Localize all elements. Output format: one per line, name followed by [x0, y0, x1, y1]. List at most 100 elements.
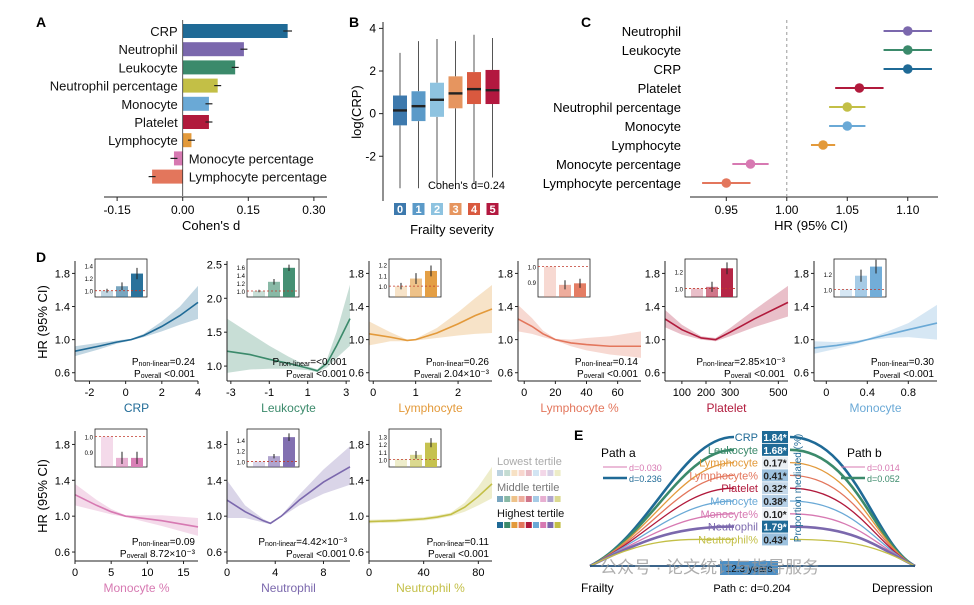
y-tick-label: 1.4 — [498, 302, 513, 314]
hr-curve — [368, 308, 493, 342]
forest-label-platelet: Platelet — [638, 81, 682, 96]
tertile-legend-swatch — [518, 470, 525, 476]
bar-leukocyte — [182, 60, 236, 75]
p-nonlinear: Pnon-linear=<0.001 — [272, 357, 347, 368]
x-tick-label: -1 — [264, 387, 274, 399]
y-tick-label: 1.8 — [498, 268, 513, 280]
tertile-bar — [544, 266, 556, 297]
x-tick-label: 0.15 — [237, 203, 261, 217]
category-label-monocyte: Monocyte — [121, 97, 177, 112]
tertile-legend-swatch — [504, 522, 511, 528]
category-label-lymphocyte-percentage: Lymphocyte percentage — [189, 170, 327, 185]
panel-label-b: B — [349, 14, 359, 30]
y-tick-label: 0.6 — [794, 368, 809, 380]
x-tick-label: 0.4 — [860, 387, 875, 399]
y-tick-label: 1.5 — [207, 327, 222, 339]
ci-band — [518, 304, 641, 358]
x-tick-label: 60 — [612, 387, 624, 399]
forest-label-neutrophil: Neutrophil — [622, 24, 681, 39]
tertile-legend-swatch — [525, 496, 532, 502]
tertile-inset: 1.0 1.2 1.4 — [237, 428, 300, 468]
p-nonlinear: Pnon-linear=0.14 — [575, 357, 639, 368]
proportion-axis-label: Proportion mediated (%) — [793, 434, 804, 542]
tertile-bar — [395, 286, 407, 297]
tertile-legend-swatch — [525, 470, 532, 476]
inset-tick-label: 0.9 — [528, 281, 537, 287]
hr-curve — [74, 493, 199, 528]
category-label-leukocyte: Leukocyte — [118, 60, 177, 75]
severity-chip — [486, 203, 499, 215]
panel-c: Neutrophil Leukocyte CRP Platelet Neutrophil… — [543, 20, 938, 233]
tertile-legend-swatch — [547, 496, 554, 502]
tertile-bar — [101, 436, 113, 467]
hr-curve — [813, 322, 938, 349]
tertile-bar — [131, 273, 143, 297]
p-overall: Poverall <0.001 — [286, 549, 347, 560]
proportion-value: 1.79* — [763, 523, 786, 534]
path-b-neutrophil — [789, 538, 916, 567]
x-axis-label: Neutrophil % — [396, 581, 465, 595]
inset-tick-label: 1.0 — [85, 436, 94, 442]
p-nonlinear: Pnon-linear=2.85×10⁻³ — [696, 357, 785, 368]
tertile-legend-swatch — [518, 522, 525, 528]
box-severity-5 — [485, 69, 500, 105]
inset-tick-label: 1.0 — [675, 288, 684, 294]
x-tick-label: 0 — [366, 567, 372, 579]
proportion-cell — [762, 469, 788, 482]
x-axis-label: Lymphocyte — [398, 401, 463, 415]
mediator-label-neutrophil: Neutrophil% — [698, 534, 758, 546]
tertile-bar — [101, 290, 113, 297]
tertile-legend-swatch — [554, 522, 561, 528]
x-tick-label: 4 — [195, 387, 201, 399]
tertile-legend-label: Lowest tertile — [497, 456, 562, 468]
ci-band — [369, 466, 492, 524]
x-tick-label: 0 — [224, 567, 230, 579]
panel-label-d: D — [36, 249, 46, 265]
p-overall: Poverall <0.001 — [577, 369, 638, 380]
ci-band — [75, 483, 198, 536]
p-nonlinear: Pnon-linear=0.30 — [871, 357, 935, 368]
point-monocyte — [842, 121, 853, 131]
x-tick-label: 0 — [823, 387, 829, 399]
y-tick-label: 0.6 — [55, 547, 70, 559]
path-c-label: Path c: d=0.204 — [713, 583, 790, 595]
inset-tick-label: 1.0 — [379, 285, 388, 291]
bar-platelet — [182, 115, 209, 129]
x-tick-label: 1 — [305, 387, 311, 399]
x-tick-label: 0.95 — [715, 203, 739, 217]
x-tick-label: 40 — [418, 567, 430, 579]
x-tick-label: 2 — [455, 387, 461, 399]
tertile-legend-swatch — [511, 522, 518, 528]
y-tick-label: 1.8 — [55, 268, 70, 280]
hr-curve — [226, 466, 351, 525]
y-tick-label: 1.0 — [207, 361, 222, 373]
p-overall: Poverall <0.001 — [724, 369, 785, 380]
bar-monocyte-percentage — [173, 151, 183, 166]
tertile-inset: 1.0 1.2 — [675, 258, 738, 298]
inset-tick-label: 1.2 — [675, 271, 684, 277]
tertile-inset: 1.0 1.1 1.2 — [379, 258, 442, 298]
p-nonlinear: Pnon-linear=4.42×10⁻³ — [258, 537, 347, 548]
y-tick-label: 1.4 — [349, 302, 364, 314]
proportion-value: 1.68* — [763, 446, 786, 457]
inset-tick-label: 1.1 — [379, 274, 388, 280]
mediator-label-leukocyte: Leukocyte — [708, 445, 758, 457]
x-tick-label: 2 — [159, 387, 165, 399]
y-tick-label: 1.0 — [498, 335, 513, 347]
panel-e: CRP 1.84* Leukocyte 1.68* Lymphocyte 0.17* Lym… — [581, 431, 933, 595]
y-tick-label: 1.0 — [349, 335, 364, 347]
p-nonlinear: Pnon-linear=0.09 — [132, 537, 196, 548]
spline-plot-neutrophil: 0.6 1.0 1.4 1.8 0 40 80 Neutrophil % Pnon-linear… — [349, 428, 493, 595]
x-axis-label: Frailty severity — [410, 222, 494, 237]
proportion-value: 0.38* — [763, 497, 786, 508]
x-tick-label: 0 — [370, 387, 376, 399]
p-overall: Poverall 2.04×10⁻³ — [414, 369, 490, 380]
y-tick-label: 1.8 — [349, 268, 364, 280]
x-tick-label: 5 — [108, 567, 114, 579]
inset-tick-label: 1.2 — [379, 443, 388, 449]
spline-plot-crp: 0.6 1.0 1.4 1.8 -2 0 2 4 CRP Pnon-linear=0.24Pove… — [55, 258, 201, 415]
tertile-legend-swatch — [504, 470, 511, 476]
tertile-bar — [840, 289, 852, 297]
tertile-bar — [253, 461, 265, 467]
inset-tick-label: 1.2 — [85, 277, 94, 283]
